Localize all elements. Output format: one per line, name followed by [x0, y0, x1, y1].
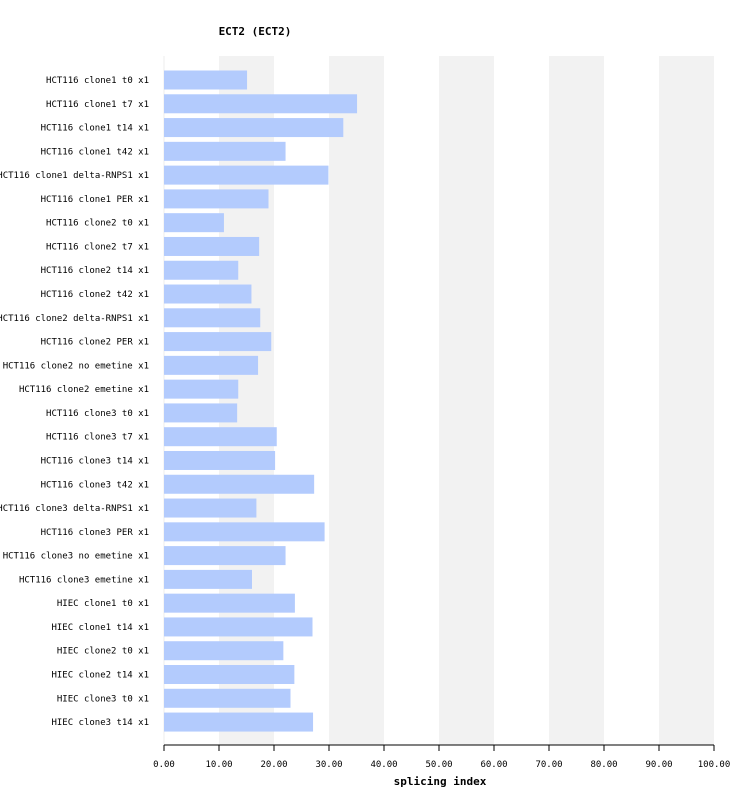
category-label: HCT116 clone2 t0 x1	[46, 219, 149, 229]
bar	[164, 213, 224, 233]
category-label: HCT116 clone2 t42 x1	[41, 290, 149, 300]
x-tick-label: 70.00	[535, 760, 562, 770]
category-label: HCT116 clone1 t14 x1	[41, 124, 149, 134]
bar	[164, 522, 325, 542]
category-label: HIEC clone2 t14 x1	[51, 671, 149, 681]
bar	[164, 665, 295, 684]
category-label: HIEC clone2 t0 x1	[57, 647, 149, 657]
bar	[164, 427, 277, 447]
bar	[164, 712, 314, 732]
bar	[164, 617, 313, 637]
category-labels: HCT116 clone1 t0 x1 HCT116 clone1 t7 x1 HC…	[0, 76, 149, 728]
x-tick-label: 20.00	[260, 760, 287, 770]
category-label: HCT116 clone3 PER x1	[41, 528, 149, 538]
category-label: HIEC clone3 t0 x1	[57, 694, 149, 704]
category-label: HCT116 clone3 t14 x1	[41, 456, 149, 466]
bar	[164, 450, 276, 470]
x-axis-label: splicing index	[394, 775, 487, 788]
bar	[164, 70, 248, 90]
category-label: HIEC clone1 t14 x1	[51, 623, 149, 633]
category-label: HIEC clone1 t0 x1	[57, 599, 149, 609]
bar	[164, 189, 269, 209]
x-axis: 0.00 10.00 20.00 30.00 40.00 50.00 60.00 70.00 8…	[153, 744, 731, 770]
category-label: HCT116 clone1 PER x1	[41, 195, 149, 205]
category-label: HCT116 clone1 t7 x1	[46, 100, 149, 110]
category-label: HCT116 clone2 t14 x1	[41, 266, 149, 276]
bar	[164, 236, 260, 256]
bar	[164, 332, 272, 352]
category-label: HCT116 clone3 no emetine x1	[3, 552, 149, 562]
x-tick-label: 90.00	[645, 760, 672, 770]
category-label: HCT116 clone2 delta-RNPS1 x1	[0, 314, 149, 324]
bar	[164, 284, 252, 304]
category-label: HCT116 clone2 PER x1	[41, 338, 149, 348]
grid-band	[549, 56, 604, 745]
chart-title: ECT2 (ECT2)	[219, 25, 292, 38]
bar	[164, 498, 257, 518]
bar	[164, 118, 344, 138]
x-tick-label: 60.00	[480, 760, 507, 770]
category-label: HCT116 clone3 delta-RNPS1 x1	[0, 504, 149, 514]
category-label: HCT116 clone2 t7 x1	[46, 242, 149, 252]
bar	[164, 569, 252, 589]
bar	[164, 546, 286, 566]
category-label: HCT116 clone3 t0 x1	[46, 409, 149, 419]
bar	[164, 403, 238, 423]
bar	[164, 165, 329, 185]
grid-band	[439, 56, 494, 745]
bar	[164, 94, 358, 114]
grid-band	[659, 56, 714, 745]
bar	[164, 641, 284, 661]
category-label: HCT116 clone2 emetine x1	[19, 385, 149, 395]
category-label: HCT116 clone1 delta-RNPS1 x1	[0, 171, 149, 181]
x-tick-label: 30.00	[315, 760, 342, 770]
x-tick-label: 80.00	[590, 760, 617, 770]
x-tick-label: 40.00	[370, 760, 397, 770]
bar	[164, 688, 291, 708]
category-label: HIEC clone3 t14 x1	[51, 718, 149, 728]
category-label: HCT116 clone2 no emetine x1	[3, 361, 149, 371]
bars	[164, 70, 358, 732]
bar	[164, 474, 315, 494]
category-label: HCT116 clone3 t7 x1	[46, 433, 149, 443]
category-label: HCT116 clone3 emetine x1	[19, 575, 149, 585]
bar	[164, 260, 239, 280]
x-tick-label: 100.00	[698, 760, 731, 770]
category-label: HCT116 clone1 t0 x1	[46, 76, 149, 86]
grid-band	[329, 56, 384, 745]
bar	[164, 355, 259, 375]
bar	[164, 141, 286, 161]
x-tick-label: 50.00	[425, 760, 452, 770]
x-tick-label: 10.00	[205, 760, 232, 770]
x-tick-label: 0.00	[153, 760, 175, 770]
bar	[164, 308, 261, 328]
category-label: HCT116 clone1 t42 x1	[41, 147, 149, 157]
bar	[164, 379, 239, 399]
bar	[164, 593, 295, 613]
category-label: HCT116 clone3 t42 x1	[41, 480, 149, 490]
grid-bands	[163, 56, 714, 745]
